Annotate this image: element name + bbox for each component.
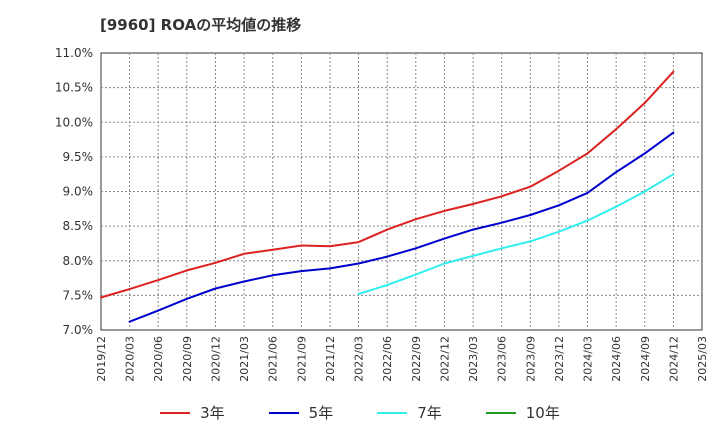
gridlines [101, 53, 702, 330]
x-tick-label: 2020/09 [181, 336, 194, 382]
x-tick-label: 2024/06 [610, 336, 623, 382]
x-tick-label: 2025/03 [696, 336, 709, 382]
y-tick-label: 10.0% [55, 115, 93, 129]
x-tick-label: 2023/09 [524, 336, 537, 382]
chart-title: [9960] ROAの平均値の推移 [100, 16, 302, 34]
y-tick-label: 7.5% [63, 288, 94, 302]
legend-label: 5年 [308, 404, 334, 422]
x-tick-label: 2022/06 [381, 336, 394, 382]
x-tick-label: 2023/03 [467, 336, 480, 382]
x-tick-label: 2022/03 [353, 336, 366, 382]
x-tick-label: 2024/03 [582, 336, 595, 382]
x-tick-label: 2024/09 [639, 336, 652, 382]
legend-label: 3年 [200, 404, 225, 422]
legend-swatch [160, 411, 191, 414]
x-tick-label: 2021/03 [238, 336, 251, 382]
x-tick-label: 2019/12 [95, 336, 108, 382]
y-tick-label: 8.0% [63, 254, 94, 268]
legend-item: 10年 [485, 402, 560, 423]
series-lines [100, 70, 675, 323]
x-tick-label: 2020/06 [152, 336, 165, 382]
legend-item: 3年 [160, 402, 225, 423]
x-tick-label: 2023/12 [553, 336, 566, 382]
legend-item: 5年 [268, 402, 334, 423]
series-line-3年 [100, 70, 675, 299]
legend: 3年 5年 7年 10年 [0, 402, 720, 423]
y-tick-label: 10.5% [55, 81, 93, 95]
axis-tick-labels: 2019/12 2020/03 2020/06 2020/09 2020/12 2021/… [55, 46, 709, 382]
legend-item: 7年 [377, 402, 442, 423]
x-tick-label: 2024/12 [667, 336, 680, 382]
y-tick-label: 7.0% [63, 323, 94, 337]
x-tick-label: 2021/12 [324, 336, 337, 382]
y-tick-label: 11.0% [55, 46, 93, 60]
y-tick-label: 8.5% [63, 219, 94, 233]
legend-label: 10年 [525, 404, 560, 422]
x-tick-label: 2020/03 [124, 336, 137, 382]
x-tick-label: 2023/06 [496, 336, 509, 382]
x-tick-label: 2022/12 [438, 336, 451, 382]
x-tick-label: 2020/12 [209, 336, 222, 382]
legend-swatch [485, 411, 516, 414]
x-tick-label: 2021/06 [267, 336, 280, 382]
series-line-7年 [357, 173, 675, 295]
legend-label: 7年 [417, 404, 442, 422]
legend-swatch [377, 411, 408, 414]
series-line-5年 [128, 131, 675, 323]
x-tick-label: 2021/09 [295, 336, 308, 382]
legend-swatch [268, 411, 299, 414]
y-tick-label: 9.5% [63, 150, 94, 164]
y-tick-label: 9.0% [63, 185, 94, 199]
x-tick-label: 2022/09 [410, 336, 423, 382]
